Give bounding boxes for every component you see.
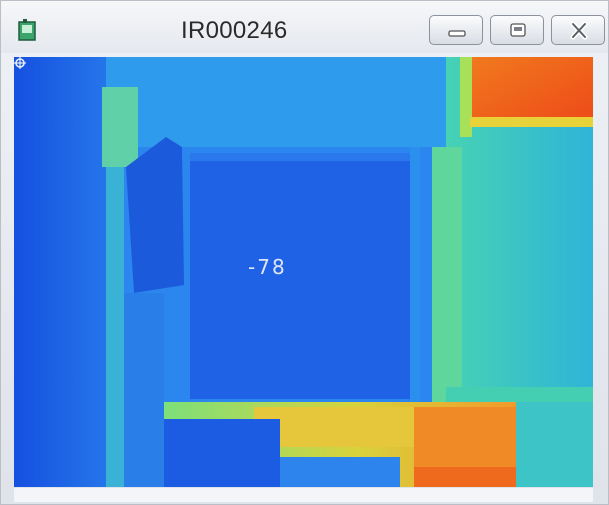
title-bar[interactable]: IR000246 (1, 1, 608, 53)
spot-temperature-label: -78 (248, 255, 287, 279)
restore-icon (510, 23, 526, 37)
restore-button[interactable] (490, 15, 544, 45)
minimize-button[interactable] (429, 15, 483, 45)
window-title: IR000246 (181, 17, 288, 44)
close-button[interactable] (551, 15, 605, 45)
thermal-heatmap (14, 57, 593, 487)
crosshair-icon[interactable] (14, 57, 26, 69)
status-strip (14, 488, 593, 502)
thermal-image[interactable]: -78 (14, 57, 593, 487)
minimize-icon (448, 30, 466, 37)
app-icon (18, 19, 36, 41)
close-icon (570, 21, 588, 40)
